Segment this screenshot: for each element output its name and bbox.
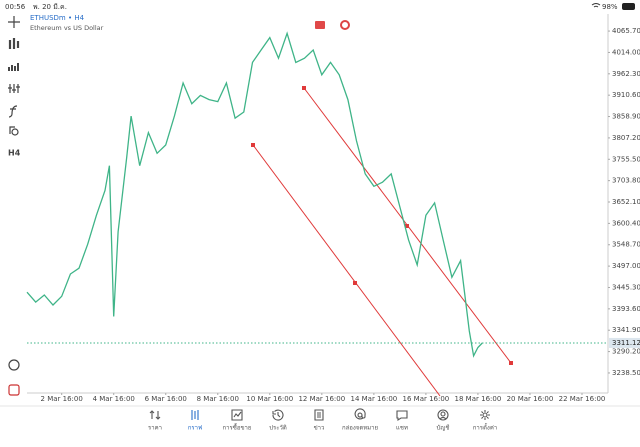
- y-tick-label: 3652.10: [612, 198, 640, 206]
- chart-subtitle: Ethereum vs US Dollar: [30, 24, 104, 32]
- x-tick-label: 18 Mar 16:00: [455, 395, 502, 403]
- x-tick-label: 10 Mar 16:00: [246, 395, 293, 403]
- y-tick-label: 3290.20: [612, 348, 640, 356]
- nav-icon[interactable]: [354, 408, 366, 420]
- x-tick-label: 12 Mar 16:00: [298, 395, 345, 403]
- y-tick-label: 3807.20: [612, 134, 640, 142]
- trend-line[interactable]: [252, 144, 441, 397]
- nav-icon[interactable]: [149, 410, 161, 420]
- nav-icon[interactable]: [396, 410, 408, 422]
- nav-tab[interactable]: ข่าว: [314, 425, 325, 432]
- battery-icon: [622, 3, 635, 10]
- y-tick-label: 3858.90: [612, 113, 640, 121]
- x-tick-label: 16 Mar 16:00: [403, 395, 450, 403]
- handle[interactable]: [509, 361, 513, 365]
- handle[interactable]: [353, 281, 357, 285]
- indicators-tool[interactable]: [8, 84, 20, 93]
- nav-tab[interactable]: ประวัติ: [269, 425, 287, 432]
- status-date: พ. 20 มี.ค.: [33, 3, 67, 11]
- crosshair-tool[interactable]: [8, 16, 20, 28]
- nav-tab[interactable]: บัญชี: [437, 424, 450, 432]
- x-tick-label: 14 Mar 16:00: [350, 395, 397, 403]
- signal-icon[interactable]: [340, 20, 350, 30]
- handle[interactable]: [302, 86, 306, 90]
- status-battery: 98%: [602, 3, 618, 11]
- last-price-label: 3311.12: [612, 339, 640, 347]
- price-line: [26, 31, 483, 358]
- y-tick-label: 3962.30: [612, 70, 640, 78]
- nav-icons: [149, 408, 490, 422]
- y-tick-label: 3703.80: [612, 177, 640, 185]
- timeframe-button[interactable]: H4: [8, 149, 21, 158]
- y-tick-label: 3445.30: [612, 283, 640, 291]
- y-tick-label: 3497.00: [612, 262, 640, 270]
- y-tick-label: 4014.00: [612, 48, 640, 56]
- candles-tool[interactable]: [8, 38, 20, 49]
- trend-handles: [251, 86, 513, 365]
- nav-tab[interactable]: กล่องจดหมาย: [342, 425, 378, 432]
- status-time: 00:56: [5, 3, 26, 11]
- nav-icon[interactable]: [480, 410, 490, 420]
- left-toolbar: [8, 16, 20, 396]
- nav-icon[interactable]: [191, 410, 199, 420]
- nav-tab[interactable]: กราฟ: [188, 425, 202, 432]
- nav-tab[interactable]: ราคา: [148, 425, 162, 432]
- y-tick-label: 3600.40: [612, 219, 640, 227]
- nav-tab[interactable]: แชท: [396, 425, 408, 432]
- y-tick-label: 3910.60: [612, 91, 640, 99]
- y-tick-label: 3341.90: [612, 326, 640, 334]
- nav-icon[interactable]: [437, 409, 449, 421]
- x-tick-label: 22 Mar 16:00: [559, 395, 606, 403]
- volume-tool[interactable]: [8, 63, 19, 71]
- app-tool[interactable]: [8, 384, 20, 396]
- x-tick-label: 6 Mar 16:00: [145, 395, 187, 403]
- nav-icon[interactable]: [272, 409, 284, 421]
- objects-tool[interactable]: [9, 126, 19, 136]
- function-tool[interactable]: [8, 105, 18, 118]
- nav-tab[interactable]: การตั้งค่า: [473, 422, 497, 432]
- x-tick-label: 4 Mar 16:00: [93, 395, 135, 403]
- y-tick-label: 3393.60: [612, 305, 640, 313]
- last-price-box: [609, 337, 640, 348]
- y-tick-label: 3548.70: [612, 241, 640, 249]
- nav-icon[interactable]: [231, 409, 243, 421]
- one-click-icon[interactable]: [315, 21, 325, 29]
- y-tick-label: 3238.50: [612, 369, 640, 377]
- chart-title: ETHUSDm • H4: [30, 14, 85, 22]
- handle[interactable]: [251, 143, 255, 147]
- y-tick-label: 4065.70: [612, 27, 640, 35]
- wifi-icon: [591, 3, 601, 8]
- nav-icon[interactable]: [314, 409, 324, 421]
- handle[interactable]: [405, 224, 409, 228]
- nav-tab[interactable]: การซื้อขาย: [223, 422, 252, 432]
- y-tick-label: 3755.50: [612, 155, 640, 163]
- x-tick-label: 2 Mar 16:00: [41, 395, 83, 403]
- sentiment-tool[interactable]: [8, 359, 20, 371]
- x-tick-label: 20 Mar 16:00: [507, 395, 554, 403]
- x-tick-label: 8 Mar 16:00: [197, 395, 239, 403]
